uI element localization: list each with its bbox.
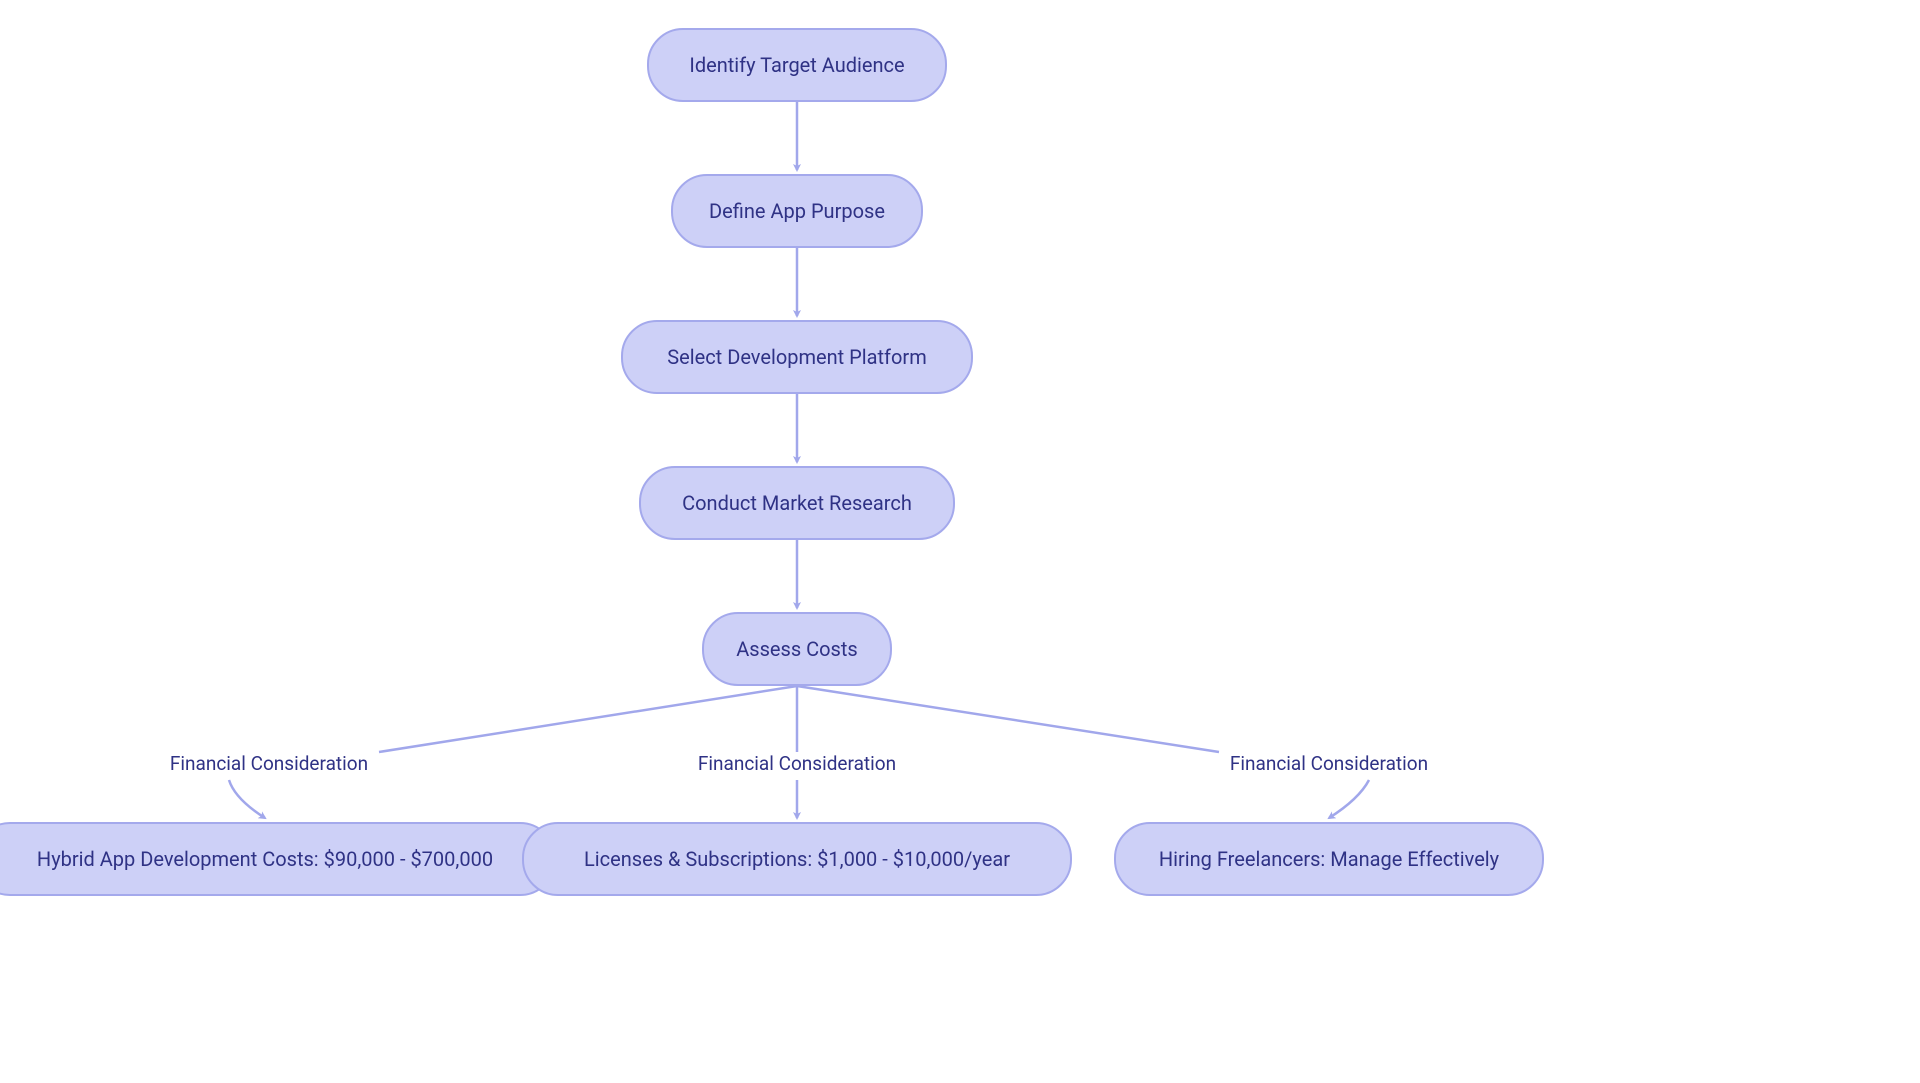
flowchart-node: Identify Target Audience	[647, 28, 947, 102]
flowchart-node: Select Development Platform	[621, 320, 973, 394]
flowchart-edge-label: Financial Consideration	[129, 752, 409, 775]
flowchart-node-label: Hiring Freelancers: Manage Effectively	[1159, 847, 1499, 871]
flowchart-node-label: Licenses & Subscriptions: $1,000 - $10,0…	[584, 847, 1010, 871]
flowchart-node-label: Conduct Market Research	[682, 491, 912, 515]
flowchart-node-label: Assess Costs	[736, 637, 858, 661]
flowchart-node: Licenses & Subscriptions: $1,000 - $10,0…	[522, 822, 1072, 896]
flowchart-node-label: Define App Purpose	[709, 199, 885, 223]
flowchart-node-label: Select Development Platform	[667, 345, 926, 369]
flowchart-node: Hiring Freelancers: Manage Effectively	[1114, 822, 1544, 896]
flowchart-edges	[0, 0, 1920, 1083]
flowchart-node: Hybrid App Development Costs: $90,000 - …	[0, 822, 556, 896]
flowchart-node: Conduct Market Research	[639, 466, 955, 540]
flowchart-edge-label: Financial Consideration	[1189, 752, 1469, 775]
flowchart-node-label: Identify Target Audience	[689, 53, 904, 77]
flowchart-node-label: Hybrid App Development Costs: $90,000 - …	[37, 847, 493, 871]
flowchart-node: Define App Purpose	[671, 174, 923, 248]
flowchart-edge-label: Financial Consideration	[657, 752, 937, 775]
flowchart-node: Assess Costs	[702, 612, 892, 686]
flowchart-canvas: Identify Target Audience Define App Purpo…	[0, 0, 1920, 1083]
